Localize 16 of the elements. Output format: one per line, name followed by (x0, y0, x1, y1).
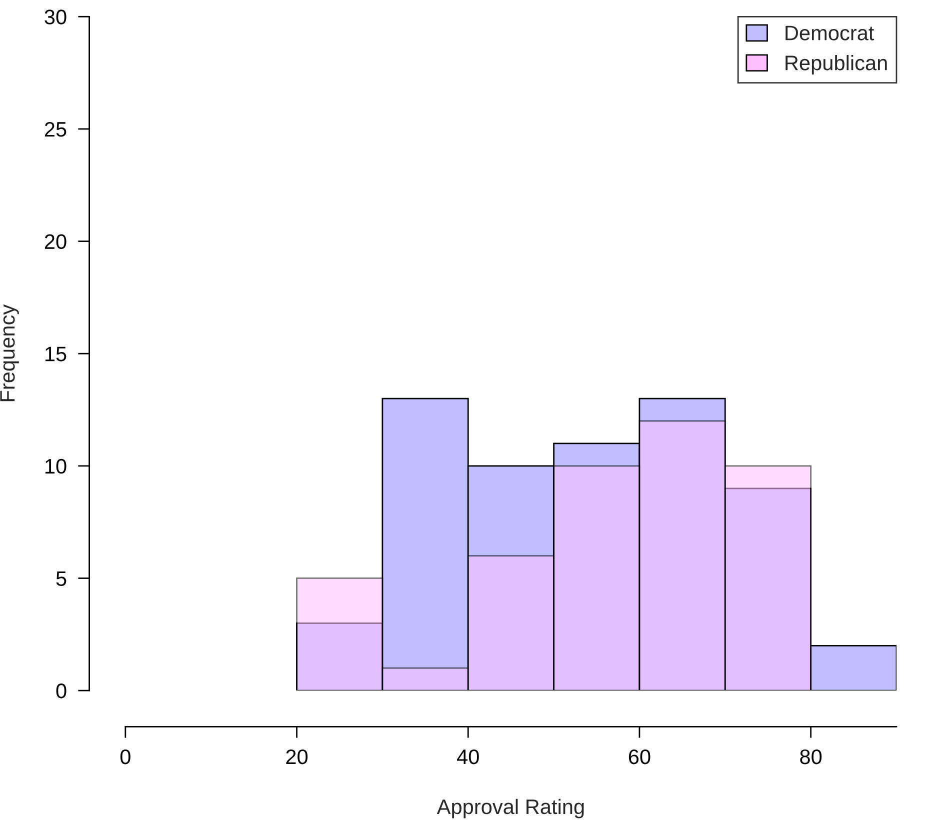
x-tick-label: 0 (120, 749, 130, 764)
y-tick-label: 0 (56, 684, 66, 698)
y-tick-label: 25 (44, 122, 66, 137)
y-tick-label: 10 (46, 458, 66, 474)
x-axis-title: Approval Rating (436, 798, 584, 818)
legend-label: Republican (786, 55, 887, 74)
y-axis-title: Frequency (0, 304, 19, 402)
y-tick-label: 20 (44, 234, 66, 250)
x-tick-label: 60 (628, 749, 650, 764)
y-tick-label: 5 (56, 571, 66, 586)
y-tick-label: 15 (46, 346, 66, 362)
x-tick-label: 20 (286, 749, 308, 764)
legend-label: Democrat (786, 26, 874, 40)
x-tick-label: 40 (457, 749, 479, 764)
x-tick-label: 80 (800, 749, 822, 764)
y-tick-label: 30 (44, 10, 66, 24)
